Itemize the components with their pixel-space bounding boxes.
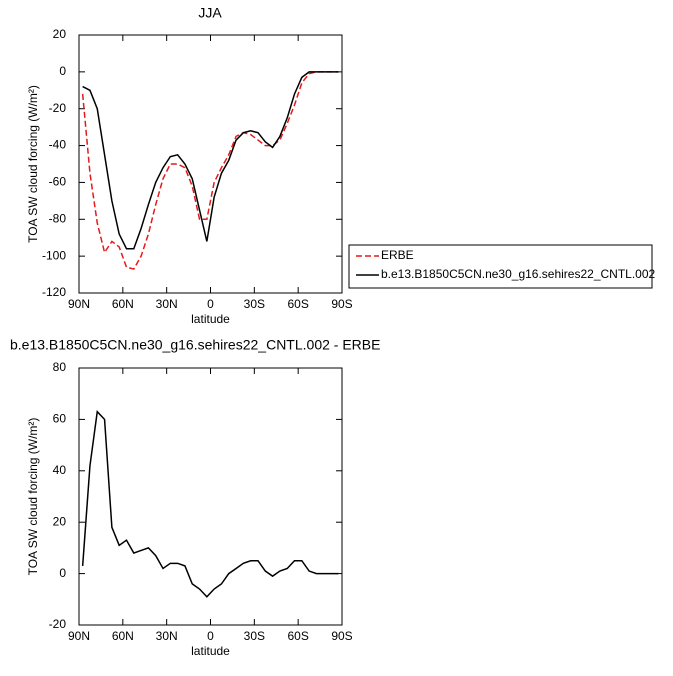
y-tick-label: 20: [53, 27, 67, 41]
data-line: [81, 71, 339, 270]
y-axis-label: TOA SW cloud forcing (W/m²): [26, 85, 40, 243]
y-tick-label: -20: [49, 617, 67, 631]
y-tick-label: 40: [53, 463, 67, 477]
x-tick-label: 30N: [156, 629, 178, 643]
legend-box: [348, 244, 653, 289]
x-tick-label: 60S: [287, 629, 308, 643]
chart-title: JJA: [198, 5, 222, 21]
y-tick-label: -100: [42, 248, 66, 262]
y-tick-label: -40: [49, 138, 67, 152]
plot-frame: [78, 367, 343, 626]
x-tick-label: 60S: [287, 297, 308, 311]
x-tick-label: 60N: [112, 629, 134, 643]
y-tick-label: 60: [53, 412, 67, 426]
x-tick-label: 0: [207, 297, 214, 311]
y-tick-label: 0: [59, 64, 66, 78]
x-tick-label: 30S: [244, 297, 265, 311]
x-tick-label: 0: [207, 629, 214, 643]
x-tick-label: 30N: [156, 297, 178, 311]
legend-label: b.e13.B1850C5CN.ne30_g16.sehires22_CNTL.…: [381, 267, 656, 281]
x-tick-label: 90S: [331, 629, 352, 643]
x-tick-label: 90N: [68, 629, 90, 643]
x-tick-label: 90S: [331, 297, 352, 311]
y-tick-label: 0: [59, 566, 66, 580]
y-tick-label: -120: [42, 285, 66, 299]
x-axis-label: latitude: [191, 644, 230, 658]
x-tick-label: 30S: [244, 629, 265, 643]
plot-frame: [78, 34, 343, 294]
chart-title: b.e13.B1850C5CN.ne30_g16.sehires22_CNTL.…: [10, 337, 380, 353]
y-tick-label: 20: [53, 514, 67, 528]
y-tick-label: -20: [49, 101, 67, 115]
data-line: [81, 410, 339, 598]
x-tick-label: 90N: [68, 297, 90, 311]
legend-label: ERBE: [381, 248, 414, 262]
x-axis-label: latitude: [191, 312, 230, 326]
y-tick-label: -60: [49, 175, 67, 189]
y-tick-label: -80: [49, 211, 67, 225]
x-tick-label: 60N: [112, 297, 134, 311]
y-tick-label: 80: [53, 360, 67, 374]
y-axis-label: TOA SW cloud forcing (W/m²): [26, 418, 40, 576]
data-line: [82, 71, 339, 250]
